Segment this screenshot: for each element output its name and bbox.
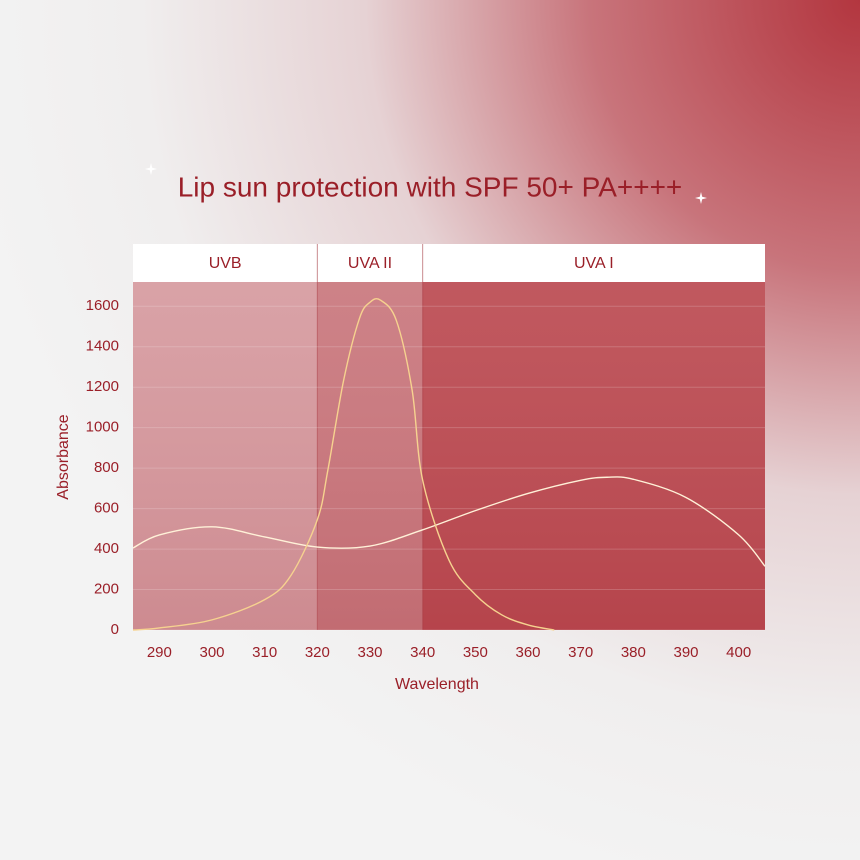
band-label: UVB bbox=[209, 255, 242, 272]
band-shade bbox=[422, 282, 765, 630]
x-tick-label: 330 bbox=[357, 644, 382, 661]
x-tick-label: 360 bbox=[515, 644, 540, 661]
y-tick-label: 0 bbox=[111, 621, 119, 638]
band-label: UVA I bbox=[574, 255, 614, 272]
sparkles bbox=[145, 163, 707, 204]
sparkle bbox=[695, 192, 707, 204]
bands: UVB UVA II UVA I bbox=[133, 244, 765, 630]
ticks: 0 200 400 600 800 1000 1200 1400 1600 290 300 310 32… bbox=[86, 297, 752, 661]
y-tick-label: 800 bbox=[94, 459, 119, 476]
y-tick-label: 1600 bbox=[86, 297, 119, 314]
band-header bbox=[133, 244, 318, 282]
band-header bbox=[422, 244, 765, 282]
x-tick-label: 340 bbox=[410, 644, 435, 661]
band-shade bbox=[317, 282, 423, 630]
x-tick-label: 350 bbox=[463, 644, 488, 661]
band-header bbox=[317, 244, 423, 282]
x-tick-label: 400 bbox=[726, 644, 751, 661]
band-label: UVA II bbox=[348, 255, 392, 272]
x-tick-label: 320 bbox=[305, 644, 330, 661]
sparkle bbox=[145, 163, 157, 175]
lines bbox=[132, 298, 766, 631]
y-tick-label: 1400 bbox=[86, 338, 119, 355]
x-tick-label: 310 bbox=[252, 644, 277, 661]
y-tick-label: 1000 bbox=[86, 419, 119, 436]
x-tick-label: 300 bbox=[199, 644, 224, 661]
y-tick-label: 600 bbox=[94, 500, 119, 517]
y-tick-label: 400 bbox=[94, 540, 119, 557]
line bbox=[132, 298, 555, 631]
y-tick-label: 1200 bbox=[86, 378, 119, 395]
line bbox=[132, 476, 766, 567]
y-axis-label: Absorbance bbox=[55, 414, 72, 499]
x-tick-label: 370 bbox=[568, 644, 593, 661]
x-axis-label: Wavelength bbox=[395, 676, 479, 693]
chart-title: Lip sun protection with SPF 50+ PA++++ bbox=[178, 171, 683, 202]
y-tick-label: 200 bbox=[94, 581, 119, 598]
grid bbox=[133, 305, 765, 631]
x-tick-label: 390 bbox=[673, 644, 698, 661]
band-shade bbox=[133, 282, 318, 630]
x-tick-label: 380 bbox=[621, 644, 646, 661]
x-tick-label: 290 bbox=[147, 644, 172, 661]
